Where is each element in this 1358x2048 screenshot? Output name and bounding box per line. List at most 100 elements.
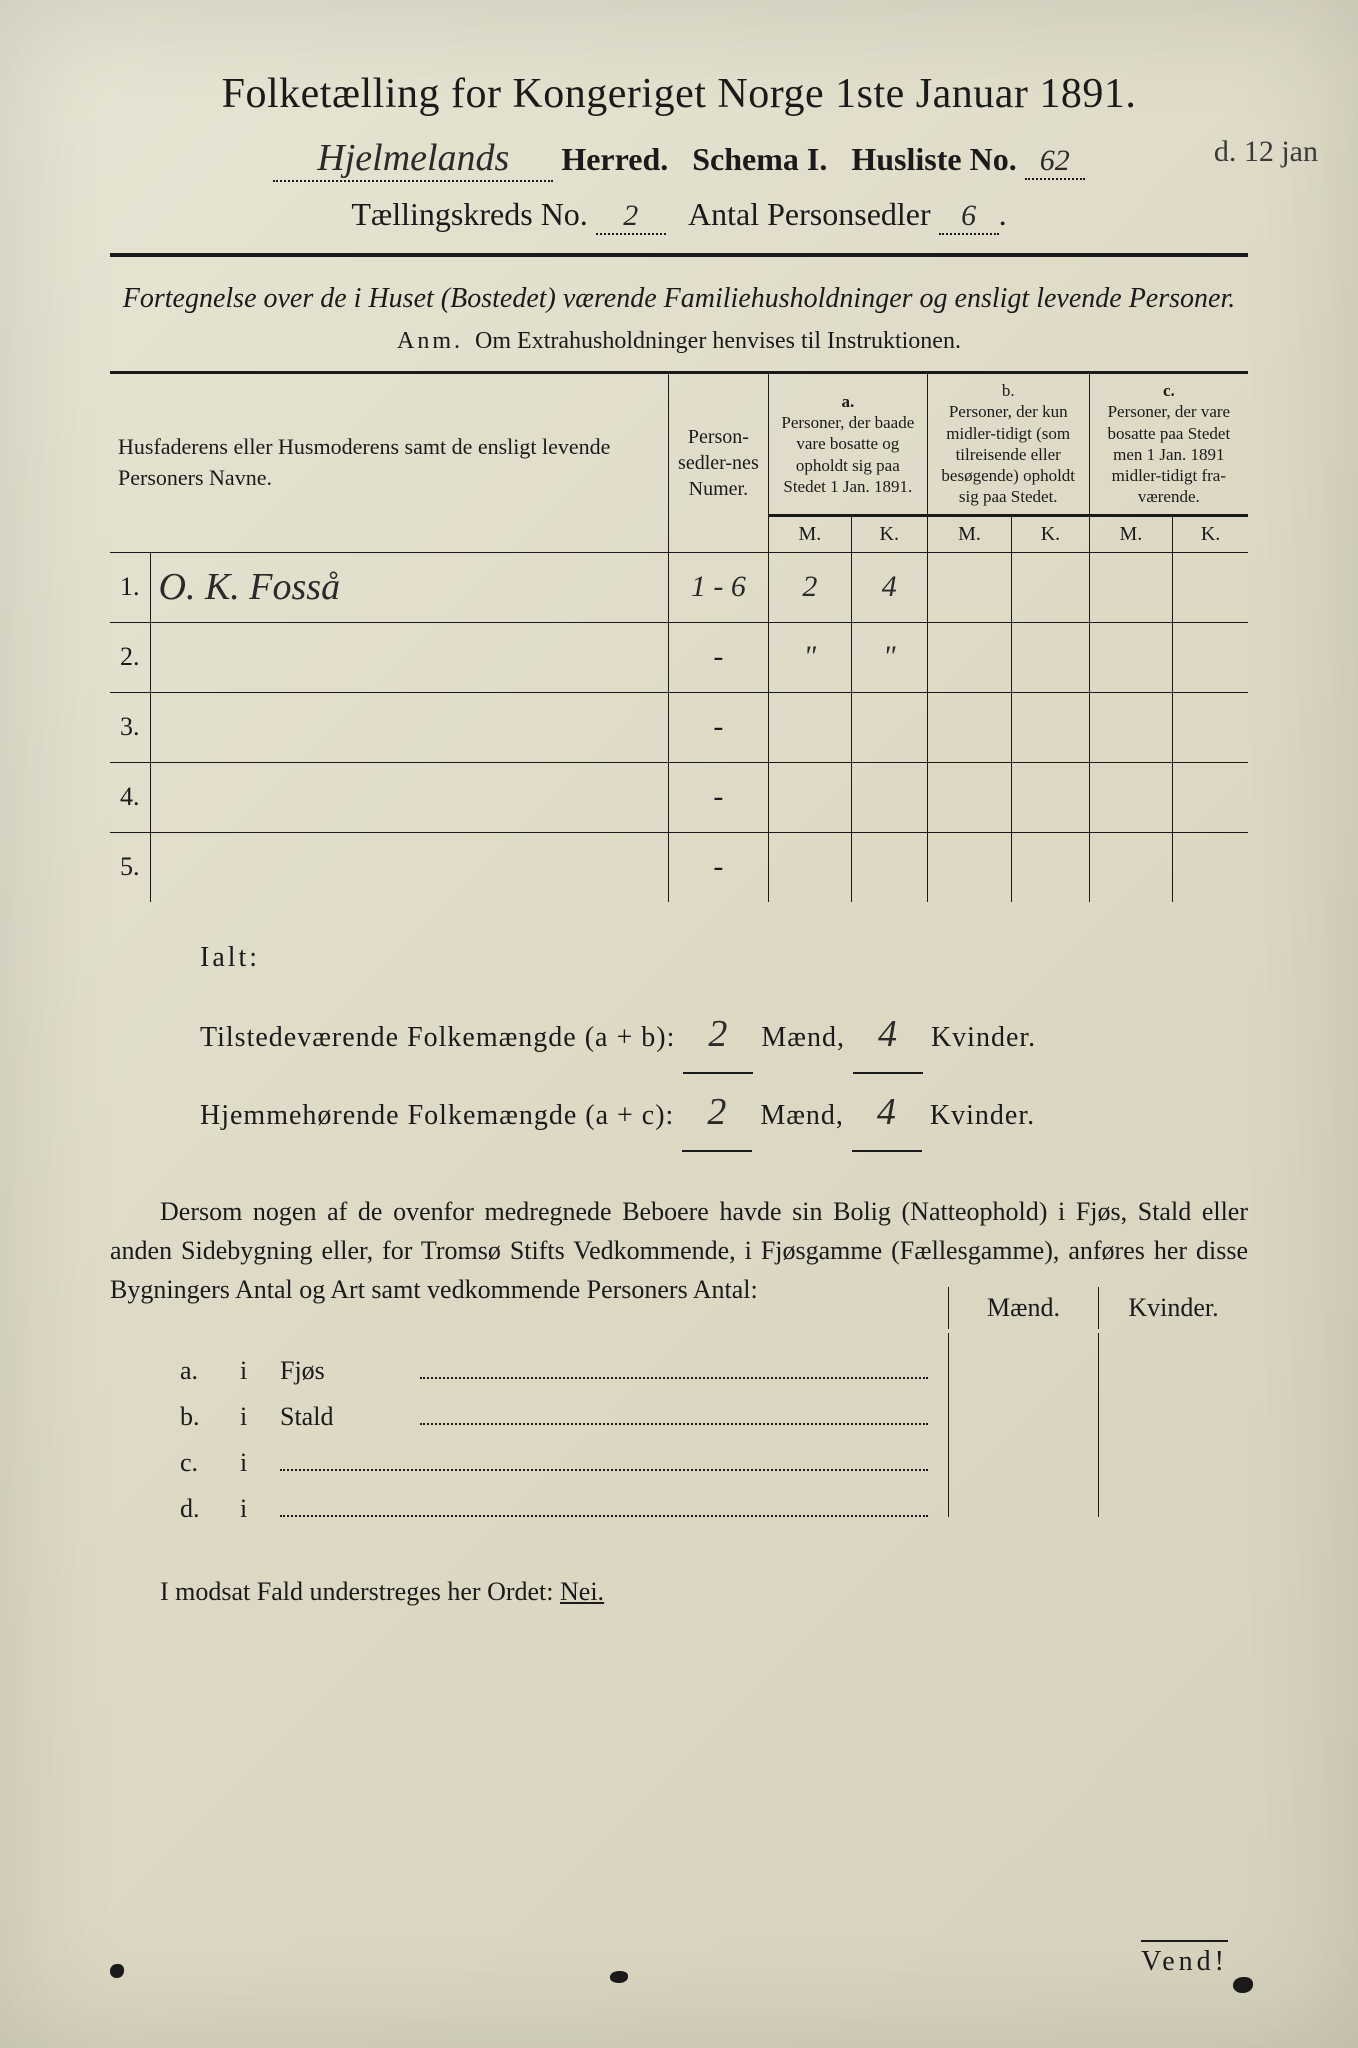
building-mk-cells xyxy=(948,1425,1248,1471)
building-row-i: i xyxy=(240,1402,280,1432)
building-block: Mænd. Kvinder. a. i Fjøs b. i Stald c. i… xyxy=(180,1333,1248,1517)
row-bk xyxy=(1012,762,1089,832)
margin-date-note: d. 12 jan xyxy=(1214,135,1318,169)
row-ak xyxy=(851,832,927,902)
sum2-k: 4 xyxy=(852,1074,922,1152)
table-row: 4. - xyxy=(110,762,1248,832)
col-c-m: M. xyxy=(1089,515,1172,552)
divider-rule xyxy=(110,253,1248,257)
kreds-value: 2 xyxy=(596,199,666,235)
col-b-text: Personer, der kun midler-tidigt (som til… xyxy=(941,402,1075,506)
row-bm xyxy=(927,762,1012,832)
building-row-label: c. xyxy=(180,1448,240,1478)
row-ak: " xyxy=(851,622,927,692)
dotted-line xyxy=(280,1497,928,1517)
row-bm xyxy=(927,622,1012,692)
sum-line-1: Tilstedeværende Folkemængde (a + b): 2 M… xyxy=(200,996,1248,1074)
table-row: 3. - xyxy=(110,692,1248,762)
col-b-header: b. Personer, der kun midler-tidigt (som … xyxy=(927,373,1089,516)
building-mk-cells xyxy=(948,1471,1248,1517)
table-row: 1. O. K. Fosså 1 - 6 2 4 xyxy=(110,552,1248,622)
husliste-label: Husliste No. xyxy=(851,141,1016,177)
row-ck xyxy=(1173,762,1248,832)
row-num: 2. xyxy=(110,622,150,692)
row-numer: - xyxy=(668,692,768,762)
row-num: 5. xyxy=(110,832,150,902)
row-am xyxy=(768,692,851,762)
nei-word: Nei. xyxy=(560,1577,604,1606)
building-row: d. i xyxy=(180,1471,1248,1517)
row-numer: 1 - 6 xyxy=(668,552,768,622)
col-a-text: Personer, der baade vare bosatte og opho… xyxy=(781,413,914,496)
building-row-label: d. xyxy=(180,1494,240,1524)
row-ck xyxy=(1173,692,1248,762)
row-ak: 4 xyxy=(851,552,927,622)
row-ck xyxy=(1173,622,1248,692)
building-row: a. i Fjøs xyxy=(180,1333,1248,1379)
building-row-i: i xyxy=(240,1448,280,1478)
sum-line-2: Hjemmehørende Folkemængde (a + c): 2 Mæn… xyxy=(200,1074,1248,1152)
antal-value: 6 xyxy=(939,199,999,235)
sum1-k: 4 xyxy=(853,996,923,1074)
col-b-label: b. xyxy=(1002,381,1015,400)
col-c-label: c. xyxy=(1163,381,1175,400)
row-am xyxy=(768,762,851,832)
row-bm xyxy=(927,692,1012,762)
building-row-i: i xyxy=(240,1494,280,1524)
building-row-name: Fjøs xyxy=(280,1356,420,1386)
row-am xyxy=(768,832,851,902)
maend-label: Mænd, xyxy=(761,1022,845,1053)
row-bm xyxy=(927,552,1012,622)
page-title: Folketælling for Kongeriget Norge 1ste J… xyxy=(110,70,1248,118)
col-c-text: Personer, der vare bosatte paa Stedet me… xyxy=(1107,402,1230,506)
row-bk xyxy=(1012,552,1089,622)
row-numer: - xyxy=(668,832,768,902)
col-a-m: M. xyxy=(768,515,851,552)
row-ak xyxy=(851,762,927,832)
kreds-label: Tællingskreds No. xyxy=(351,196,587,232)
nei-line: I modsat Fald understreges her Ordet: Ne… xyxy=(110,1577,1248,1607)
kvinder-label-2: Kvinder. xyxy=(930,1100,1035,1131)
maend-label-2: Mænd, xyxy=(760,1100,844,1131)
col-a-label: a. xyxy=(841,392,854,411)
row-cm xyxy=(1089,832,1172,902)
row-ak xyxy=(851,692,927,762)
row-name xyxy=(150,622,668,692)
building-mk-cells xyxy=(948,1379,1248,1425)
row-bk xyxy=(1012,692,1089,762)
row-name xyxy=(150,762,668,832)
anm-line: Anm. Om Extrahusholdninger henvises til … xyxy=(110,328,1248,355)
sum2-m: 2 xyxy=(682,1074,752,1152)
herred-label: Herred. xyxy=(561,141,668,177)
row-name xyxy=(150,832,668,902)
dotted-line xyxy=(420,1405,928,1425)
building-row-label: a. xyxy=(180,1356,240,1386)
row-cm xyxy=(1089,622,1172,692)
building-row-i: i xyxy=(240,1356,280,1386)
nei-prefix: I modsat Fald understreges her Ordet: xyxy=(160,1577,554,1606)
row-numer: - xyxy=(668,622,768,692)
row-cm xyxy=(1089,692,1172,762)
form-subtitle: Fortegnelse over de i Huset (Bostedet) v… xyxy=(110,279,1248,318)
census-form-page: Folketælling for Kongeriget Norge 1ste J… xyxy=(0,0,1358,2048)
antal-label: Antal Personsedler xyxy=(688,196,931,232)
sum1-m: 2 xyxy=(683,996,753,1074)
sum1-label: Tilstedeværende Folkemængde (a + b): xyxy=(200,1022,675,1053)
col-a-header: a. Personer, der baade vare bosatte og o… xyxy=(768,373,927,516)
row-num: 1. xyxy=(110,552,150,622)
schema-label: Schema I. xyxy=(692,141,827,177)
row-am: " xyxy=(768,622,851,692)
table-body: 1. O. K. Fosså 1 - 6 2 4 2. - " " xyxy=(110,552,1248,902)
row-ck xyxy=(1173,832,1248,902)
ink-blot xyxy=(110,1964,124,1978)
building-mk-header: Mænd. Kvinder. xyxy=(948,1287,1248,1329)
dotted-line xyxy=(420,1359,928,1379)
row-numer: - xyxy=(668,762,768,832)
sum2-label: Hjemmehørende Folkemængde (a + c): xyxy=(200,1100,674,1131)
col-b-m: M. xyxy=(927,515,1012,552)
building-row-label: b. xyxy=(180,1402,240,1432)
anm-prefix: Anm. xyxy=(397,328,463,354)
building-maend-header: Mænd. xyxy=(948,1287,1098,1329)
row-bm xyxy=(927,832,1012,902)
row-name: O. K. Fosså xyxy=(159,566,341,608)
